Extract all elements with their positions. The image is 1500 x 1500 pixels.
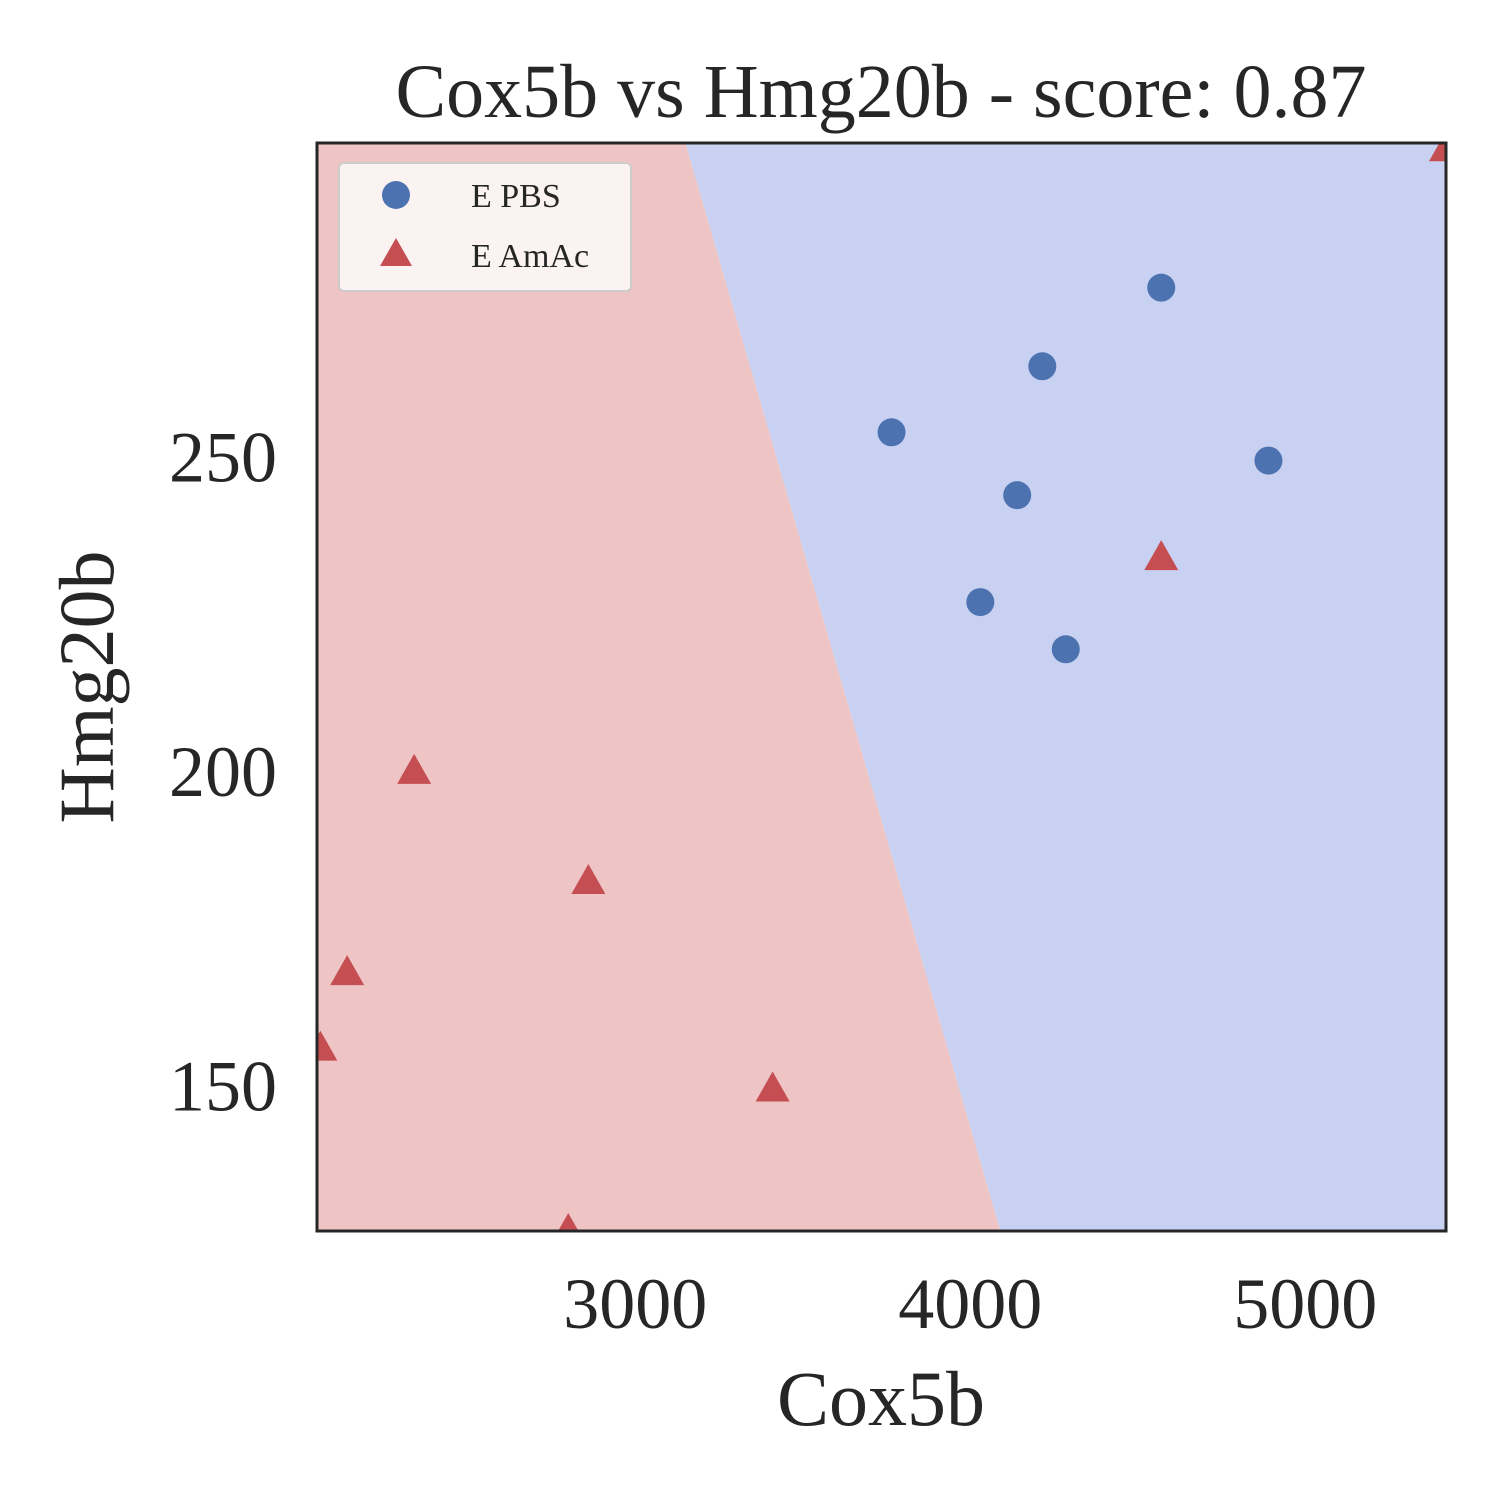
legend-box <box>338 162 632 292</box>
plot-frame <box>315 141 1448 1233</box>
x-tick-label-2: 5000 <box>1233 1264 1377 1344</box>
point-e-pbs-3 <box>1254 446 1283 475</box>
plot-area <box>317 143 1446 1231</box>
point-e-pbs-2 <box>877 418 906 447</box>
legend-label-e-pbs: E PBS <box>471 178 561 215</box>
y-tick-label-2: 250 <box>169 417 277 497</box>
chart-title: Cox5b vs Hmg20b - score: 0.87 <box>395 50 1366 134</box>
point-e-amac-7 <box>558 1213 579 1231</box>
point-e-amac-6 <box>755 1071 790 1102</box>
point-e-pbs-5 <box>966 588 995 617</box>
point-e-amac-4 <box>330 955 365 986</box>
decision-region-e-amac <box>317 143 1001 1231</box>
point-e-pbs-1 <box>1028 352 1057 381</box>
legend-label-e-amac: E AmAc <box>471 238 589 275</box>
data-points <box>317 143 1446 1231</box>
x-tick-label-0: 3000 <box>563 1264 707 1344</box>
decision-region-e-pbs <box>685 143 1446 1231</box>
point-e-pbs-0 <box>1147 273 1176 302</box>
y-axis-ticks: 150 200 250 <box>169 417 277 1126</box>
point-e-pbs-4 <box>1003 481 1032 510</box>
point-e-amac-5 <box>317 1030 338 1061</box>
x-tick-label-1: 4000 <box>898 1264 1042 1344</box>
y-axis-label: Hmg20b <box>43 551 130 824</box>
point-e-amac-0 <box>1429 143 1446 162</box>
point-e-amac-2 <box>397 753 432 784</box>
y-tick-label-0: 150 <box>169 1046 277 1126</box>
point-e-pbs-6 <box>1051 635 1080 664</box>
x-axis-label: Cox5b <box>777 1355 985 1442</box>
point-e-amac-3 <box>571 863 606 894</box>
legend-marker-e-pbs <box>382 181 410 209</box>
y-tick-label-1: 200 <box>169 732 277 812</box>
point-e-amac-1 <box>1144 540 1179 571</box>
legend-marker-e-amac <box>380 238 412 266</box>
legend: E PBS E AmAc <box>338 162 632 292</box>
x-axis-ticks: 3000 4000 5000 <box>563 1264 1377 1344</box>
